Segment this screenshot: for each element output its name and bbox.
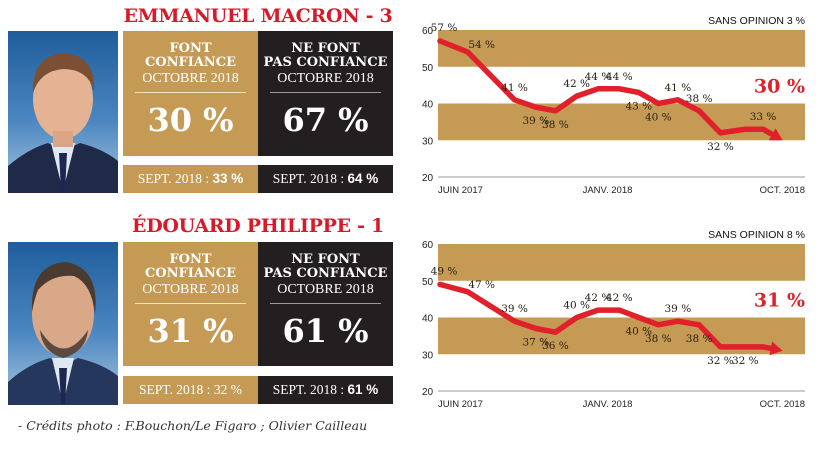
data-label: 32 %	[707, 141, 734, 153]
data-label: 47 %	[468, 279, 495, 291]
y-tick-label: 40	[422, 100, 434, 111]
trust-period: OCTOBRE 2018	[142, 71, 239, 86]
data-label: 44 %	[585, 71, 612, 83]
no-opinion-annotation: SANS OPINION 3 %	[708, 15, 805, 27]
data-label: 49 %	[431, 265, 458, 277]
trust-value: 31 %	[147, 312, 234, 350]
trend-line	[437, 38, 778, 139]
final-value-label: 31 %	[754, 289, 805, 311]
y-tick-label: 50	[422, 63, 434, 74]
x-tick-label: JANV. 2018	[583, 399, 633, 410]
trust-value: 30 %	[147, 101, 234, 139]
data-label: 33 %	[750, 111, 777, 123]
data-label: 38 %	[645, 333, 672, 345]
trust-chart-macron: 60 50 40 30 20 JUIN 2017 JANV. 2018 OCT. 2018 SA…	[422, 15, 805, 196]
divider	[135, 303, 246, 304]
arrow-head-icon	[768, 128, 783, 141]
distrust-box-macron: NE FONT PAS CONFIANCE OCTOBRE 2018 67 %	[258, 31, 393, 156]
distrust-box-philippe: NE FONT PAS CONFIANCE OCTOBRE 2018 61 %	[258, 242, 393, 366]
y-tick-label: 40	[422, 314, 434, 325]
data-label: 37 %	[523, 337, 550, 349]
y-tick-label: 60	[422, 26, 434, 37]
data-label: 57 %	[431, 22, 458, 34]
data-label: 38 %	[686, 333, 713, 345]
distrust-previous-philippe: SEPT. 2018 : 61 %	[258, 376, 393, 404]
final-value-label: 30 %	[754, 75, 805, 97]
no-opinion-annotation: SANS OPINION 8 %	[708, 229, 805, 241]
divider	[270, 92, 381, 93]
portrait-photo-macron	[8, 31, 118, 193]
trust-chart-philippe: 60 50 40 30 20 JUIN 2017 JANV. 2018 OCT. 2018 SA…	[422, 229, 805, 410]
trend-line	[437, 281, 777, 352]
distrust-heading: NE FONT PAS CONFIANCE	[263, 252, 388, 281]
divider	[135, 92, 246, 93]
data-label: 39 %	[523, 115, 550, 127]
data-label: 38 %	[686, 93, 713, 105]
trust-heading: FONT CONFIANCE	[144, 41, 237, 70]
x-tick-label: JANV. 2018	[583, 185, 633, 196]
y-tick-label: 20	[422, 173, 434, 184]
data-label: 39 %	[501, 303, 528, 315]
trust-period: OCTOBRE 2018	[142, 282, 239, 297]
data-label: 32 %	[732, 355, 759, 367]
trust-heading: FONT CONFIANCE	[144, 252, 237, 281]
data-label: 39 %	[665, 303, 692, 315]
panel-title-macron: EMMANUEL MACRON - 3	[123, 5, 393, 27]
data-label: 32 %	[707, 355, 734, 367]
data-label: 36 %	[542, 340, 569, 352]
data-label: 41 %	[501, 82, 528, 94]
data-label: 41 %	[665, 82, 692, 94]
data-label: 43 %	[625, 100, 652, 112]
distrust-period: OCTOBRE 2018	[277, 71, 374, 86]
y-tick-label: 50	[422, 277, 434, 288]
x-tick-label: JUIN 2017	[438, 185, 483, 196]
trust-previous-philippe: SEPT. 2018 : 32 %	[123, 376, 258, 404]
panel-title-philippe: ÉDOUARD PHILIPPE - 1	[132, 215, 384, 237]
gold-band-0	[438, 30, 805, 67]
y-tick-label: 20	[422, 387, 434, 398]
divider	[270, 303, 381, 304]
x-tick-label: OCT. 2018	[760, 185, 805, 196]
trust-previous-macron: SEPT. 2018 : 33 %	[123, 165, 258, 193]
x-tick-label: OCT. 2018	[760, 399, 805, 410]
data-label: 40 %	[625, 326, 652, 338]
data-label: 44 %	[606, 71, 633, 83]
distrust-period: OCTOBRE 2018	[277, 282, 374, 297]
data-label: 38 %	[542, 119, 569, 131]
y-tick-label: 30	[422, 350, 434, 361]
photo-credit: - Crédits photo : F.Bouchon/Le Figaro ; …	[18, 418, 368, 433]
distrust-value: 67 %	[282, 101, 369, 139]
distrust-previous-macron: SEPT. 2018 : 64 %	[258, 165, 393, 193]
y-tick-label: 30	[422, 136, 434, 147]
data-label: 40 %	[645, 112, 672, 124]
data-label: 40 %	[563, 300, 590, 312]
portrait-photo-philippe	[8, 242, 118, 405]
data-label: 42 %	[563, 78, 590, 90]
data-label: 42 %	[585, 292, 612, 304]
x-tick-label: JUIN 2017	[438, 399, 483, 410]
distrust-heading: NE FONT PAS CONFIANCE	[263, 41, 388, 70]
gold-band-0	[438, 244, 805, 281]
data-label: 42 %	[606, 292, 633, 304]
y-tick-label: 60	[422, 240, 434, 251]
distrust-value: 61 %	[282, 312, 369, 350]
data-label: 54 %	[468, 39, 495, 51]
arrow-head-icon	[769, 341, 783, 356]
trust-box-philippe: FONT CONFIANCE OCTOBRE 2018 31 %	[123, 242, 258, 366]
gold-band-1	[438, 103, 805, 141]
trust-box-macron: FONT CONFIANCE OCTOBRE 2018 30 %	[123, 31, 258, 156]
